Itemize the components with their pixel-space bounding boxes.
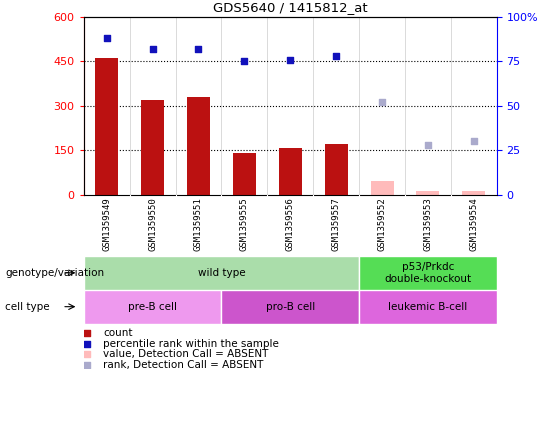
Bar [462,191,485,195]
Point [83,351,92,358]
Point [470,138,478,145]
Text: genotype/variation: genotype/variation [5,268,105,278]
Text: GSM1359556: GSM1359556 [286,198,295,251]
Point [103,35,111,41]
Text: GSM1359551: GSM1359551 [194,198,203,251]
Text: cell type: cell type [5,302,50,312]
Bar [141,100,164,195]
Text: GSM1359550: GSM1359550 [148,198,157,251]
Text: rank, Detection Call = ABSENT: rank, Detection Call = ABSENT [103,360,264,370]
Point [148,46,157,52]
Text: value, Detection Call = ABSENT: value, Detection Call = ABSENT [103,349,268,360]
Text: GSM1359552: GSM1359552 [377,198,387,251]
Bar [325,144,348,195]
Bar [370,181,394,195]
Point [378,99,387,106]
Bar [359,256,497,290]
Bar [359,290,497,324]
Bar [84,290,221,324]
Text: GSM1359553: GSM1359553 [423,198,433,251]
Text: percentile rank within the sample: percentile rank within the sample [103,339,279,349]
Text: GSM1359549: GSM1359549 [102,198,111,251]
Point [286,56,295,63]
Bar [416,191,440,195]
Bar [233,153,256,195]
Point [240,58,249,65]
Point [83,362,92,368]
Title: GDS5640 / 1415812_at: GDS5640 / 1415812_at [213,1,368,14]
Point [83,341,92,347]
Bar [187,97,210,195]
Text: pro-B cell: pro-B cell [266,302,315,312]
Text: GSM1359554: GSM1359554 [469,198,478,251]
Bar [221,290,359,324]
Text: p53/Prkdc
double-knockout: p53/Prkdc double-knockout [384,262,471,284]
Point [83,330,92,337]
Point [424,141,433,148]
Bar [279,148,302,195]
Text: GSM1359557: GSM1359557 [332,198,341,251]
Point [194,46,203,52]
Text: wild type: wild type [198,268,245,278]
Bar [95,58,118,195]
Text: GSM1359555: GSM1359555 [240,198,249,251]
Point [332,52,341,59]
Text: pre-B cell: pre-B cell [128,302,177,312]
Bar [84,256,359,290]
Text: count: count [103,328,132,338]
Text: leukemic B-cell: leukemic B-cell [388,302,468,312]
